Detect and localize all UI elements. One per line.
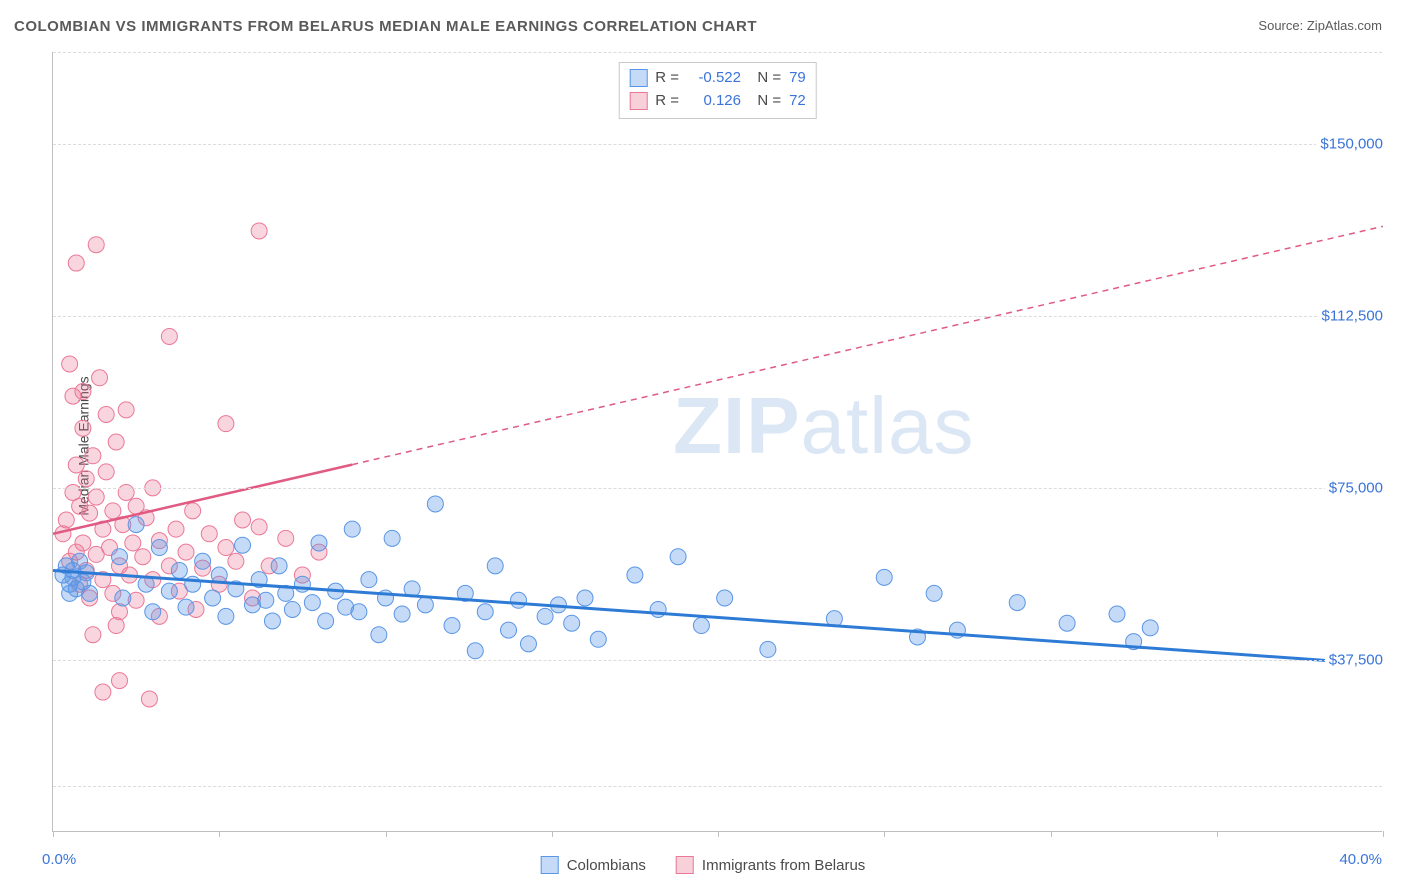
gridline <box>53 488 1382 489</box>
x-tick <box>386 831 387 837</box>
stat-n-pink: 72 <box>789 90 806 113</box>
stat-r-pink: 0.126 <box>687 90 741 113</box>
x-tick <box>219 831 220 837</box>
source-label: Source: <box>1258 18 1303 33</box>
x-tick <box>1383 831 1384 837</box>
x-tick <box>718 831 719 837</box>
plot-area: R = -0.522 N = 79 R = 0.126 N = 72 ZIPat… <box>52 52 1382 832</box>
legend-swatch-pink-icon <box>676 856 694 874</box>
gridline <box>53 786 1382 787</box>
scatter-chart-svg <box>53 52 1383 832</box>
y-tick-label: $150,000 <box>1316 135 1387 152</box>
swatch-pink-icon <box>629 92 647 110</box>
source-value: ZipAtlas.com <box>1307 18 1382 33</box>
x-tick <box>884 831 885 837</box>
legend-item-belarus: Immigrants from Belarus <box>676 856 865 874</box>
legend: Colombians Immigrants from Belarus <box>541 856 866 874</box>
x-axis-min-label: 0.0% <box>42 851 76 868</box>
swatch-blue-icon <box>629 69 647 87</box>
stat-n-blue: 79 <box>789 67 806 90</box>
legend-swatch-blue-icon <box>541 856 559 874</box>
gridline <box>53 52 1382 53</box>
x-axis-max-label: 40.0% <box>1339 851 1382 868</box>
legend-label-pink: Immigrants from Belarus <box>702 857 865 874</box>
y-tick-label: $75,000 <box>1325 479 1387 496</box>
x-tick <box>1217 831 1218 837</box>
gridline <box>53 144 1382 145</box>
stats-row-belarus: R = 0.126 N = 72 <box>629 90 806 113</box>
gridline <box>53 660 1382 661</box>
x-tick <box>552 831 553 837</box>
y-tick-label: $112,500 <box>1318 307 1387 324</box>
y-tick-label: $37,500 <box>1325 651 1387 668</box>
x-tick <box>1051 831 1052 837</box>
correlation-stats-box: R = -0.522 N = 79 R = 0.126 N = 72 <box>618 62 817 119</box>
gridline <box>53 316 1382 317</box>
stat-r-blue: -0.522 <box>687 67 741 90</box>
source-attribution: Source: ZipAtlas.com <box>1258 18 1382 33</box>
legend-item-colombians: Colombians <box>541 856 646 874</box>
legend-label-blue: Colombians <box>567 857 646 874</box>
x-tick <box>53 831 54 837</box>
stats-row-colombians: R = -0.522 N = 79 <box>629 67 806 90</box>
chart-title: COLOMBIAN VS IMMIGRANTS FROM BELARUS MED… <box>14 18 757 35</box>
